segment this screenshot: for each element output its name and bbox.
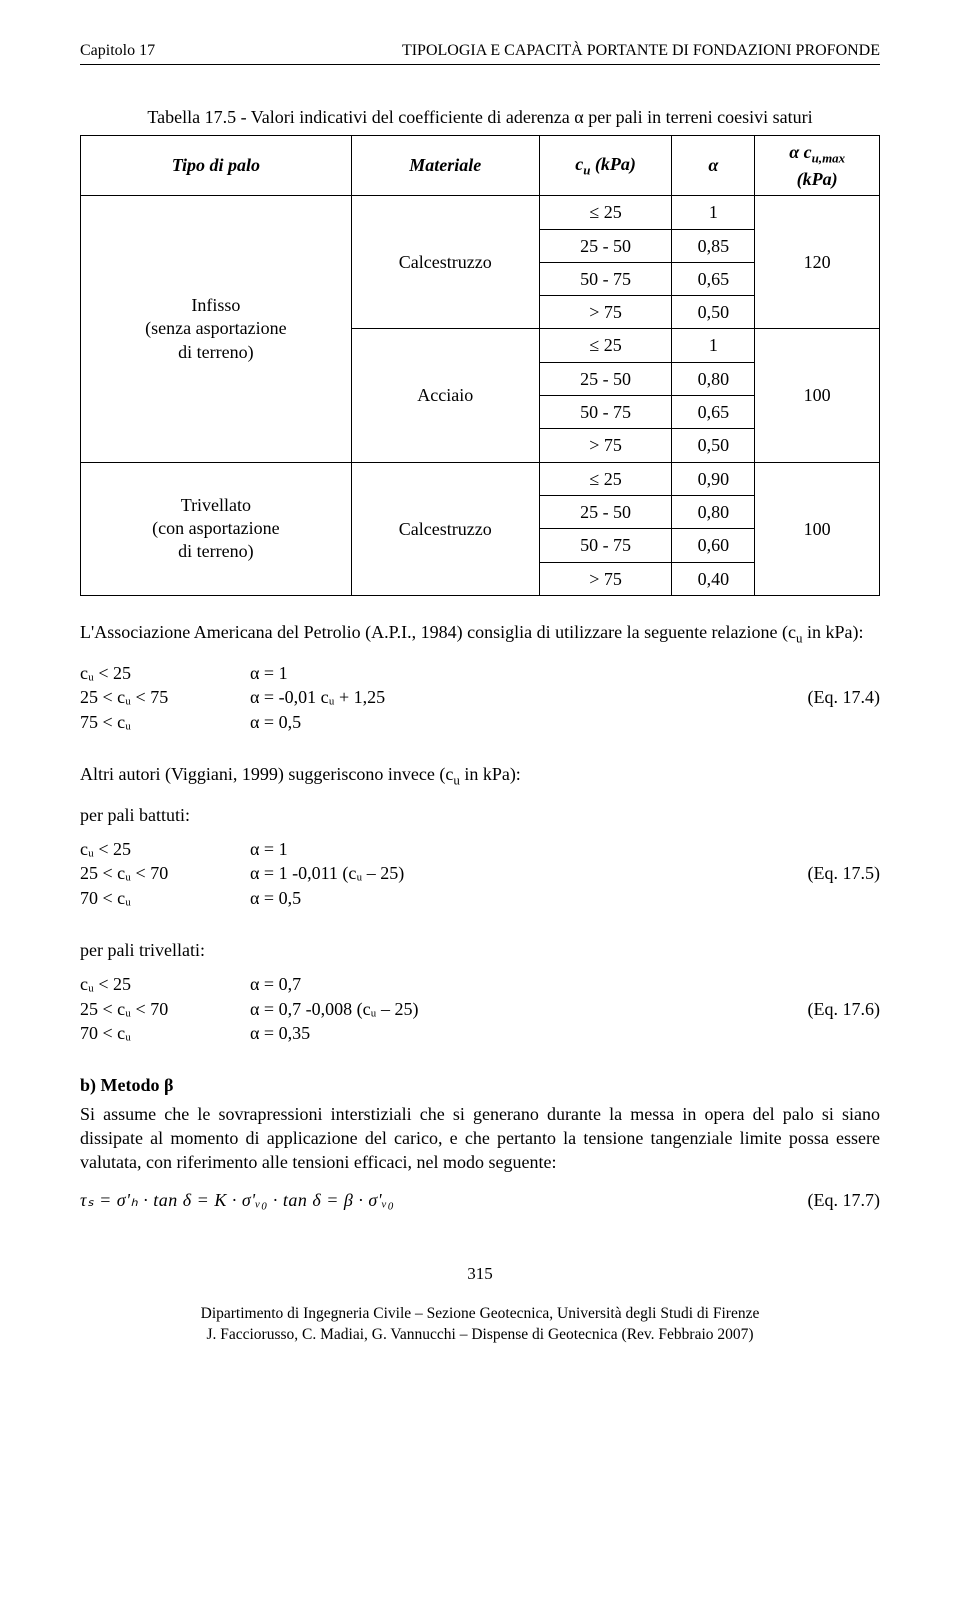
cu-cell: 25 - 50 [539, 495, 672, 528]
table-body: Infisso (senza asportazione di terreno) … [81, 196, 880, 596]
relation-row: cᵤ < 25 α = 0,7 [80, 972, 418, 996]
tipo-cell: Infisso (senza asportazione di terreno) [81, 196, 352, 462]
alpha-cell: 0,80 [672, 362, 755, 395]
th-cu: cu (kPa) [539, 135, 672, 195]
relation-row: cᵤ < 25 α = 1 [80, 837, 404, 861]
relation-block-3: cᵤ < 25 α = 0,7 25 < cᵤ < 70 α = 0,7 -0,… [80, 972, 880, 1045]
acu-cell: 100 [755, 462, 880, 595]
equation-17-7: τₛ = σ'ₕ · tan δ = K · σ'ᵥ₀ · tan δ = β … [80, 1188, 880, 1212]
alpha-cell: 0,85 [672, 229, 755, 262]
th-alpha: α [672, 135, 755, 195]
page-header: Capitolo 17 TIPOLOGIA E CAPACITÀ PORTANT… [80, 40, 880, 65]
relation-block-1: cᵤ < 25 α = 1 25 < cᵤ < 75 α = -0,01 cᵤ … [80, 661, 880, 734]
relation-row: 70 < cᵤ α = 0,5 [80, 886, 404, 910]
material-cell: Calcestruzzo [351, 462, 539, 595]
cu-cell: ≤ 25 [539, 196, 672, 229]
footer-line-1: Dipartimento di Ingegneria Civile – Sezi… [80, 1304, 880, 1325]
alpha-cell: 0,65 [672, 262, 755, 295]
paragraph-viggiani: Altri autori (Viggiani, 1999) suggerisco… [80, 762, 880, 789]
alpha-cell: 0,50 [672, 429, 755, 462]
alpha-cell: 0,40 [672, 562, 755, 595]
material-cell: Calcestruzzo [351, 196, 539, 329]
cu-cell: 50 - 75 [539, 396, 672, 429]
cu-cell: 50 - 75 [539, 529, 672, 562]
th-acu: α cu,max (kPa) [755, 135, 880, 195]
cu-cell: ≤ 25 [539, 329, 672, 362]
equation-formula: τₛ = σ'ₕ · tan δ = K · σ'ᵥ₀ · tan δ = β … [80, 1188, 394, 1212]
battuti-label: per pali battuti: [80, 803, 880, 827]
table-row: Infisso (senza asportazione di terreno) … [81, 196, 880, 229]
equation-number: (Eq. 17.4) [808, 685, 880, 709]
alpha-cell: 0,90 [672, 462, 755, 495]
cu-cell: 25 - 50 [539, 362, 672, 395]
cu-cell: > 75 [539, 562, 672, 595]
equation-number: (Eq. 17.6) [808, 997, 880, 1021]
header-right: TIPOLOGIA E CAPACITÀ PORTANTE DI FONDAZI… [402, 40, 880, 62]
th-tipo: Tipo di palo [81, 135, 352, 195]
page-footer: Dipartimento di Ingegneria Civile – Sezi… [80, 1304, 880, 1346]
table-caption: Tabella 17.5 - Valori indicativi del coe… [80, 105, 880, 129]
trivellati-label: per pali trivellati: [80, 938, 880, 962]
relation-row: 75 < cᵤ α = 0,5 [80, 710, 385, 734]
cu-cell: > 75 [539, 429, 672, 462]
relation-row: 25 < cᵤ < 70 α = 1 -0,011 (cᵤ – 25) [80, 861, 404, 885]
alpha-cell: 1 [672, 329, 755, 362]
relation-row: 25 < cᵤ < 70 α = 0,7 -0,008 (cᵤ – 25) [80, 997, 418, 1021]
alpha-cell: 1 [672, 196, 755, 229]
tipo-cell: Trivellato (con asportazione di terreno) [81, 462, 352, 595]
alpha-cell: 0,65 [672, 396, 755, 429]
acu-cell: 120 [755, 196, 880, 329]
acu-cell: 100 [755, 329, 880, 462]
cu-cell: > 75 [539, 296, 672, 329]
cu-cell: 50 - 75 [539, 262, 672, 295]
header-left: Capitolo 17 [80, 40, 155, 62]
material-cell: Acciaio [351, 329, 539, 462]
relation-row: cᵤ < 25 α = 1 [80, 661, 385, 685]
equation-number: (Eq. 17.7) [808, 1188, 880, 1212]
method-b-text: Si assume che le sovrapressioni intersti… [80, 1102, 880, 1175]
cu-cell: ≤ 25 [539, 462, 672, 495]
coefficients-table: Tipo di palo Materiale cu (kPa) α α cu,m… [80, 135, 880, 596]
th-materiale: Materiale [351, 135, 539, 195]
footer-line-2: J. Facciorusso, C. Madiai, G. Vannucchi … [80, 1325, 880, 1346]
page-number: 315 [80, 1263, 880, 1286]
method-b-section: b) Metodo β Si assume che le sovrapressi… [80, 1073, 880, 1174]
relation-row: 70 < cᵤ α = 0,35 [80, 1021, 418, 1045]
relation-row: 25 < cᵤ < 75 α = -0,01 cᵤ + 1,25 [80, 685, 385, 709]
cu-cell: 25 - 50 [539, 229, 672, 262]
table-row: Trivellato (con asportazione di terreno)… [81, 462, 880, 495]
alpha-cell: 0,50 [672, 296, 755, 329]
equation-number: (Eq. 17.5) [808, 861, 880, 885]
alpha-cell: 0,60 [672, 529, 755, 562]
alpha-cell: 0,80 [672, 495, 755, 528]
method-b-title: b) Metodo β [80, 1075, 173, 1095]
relation-block-2: cᵤ < 25 α = 1 25 < cᵤ < 70 α = 1 -0,011 … [80, 837, 880, 910]
paragraph-api: L'Associazione Americana del Petrolio (A… [80, 620, 880, 647]
